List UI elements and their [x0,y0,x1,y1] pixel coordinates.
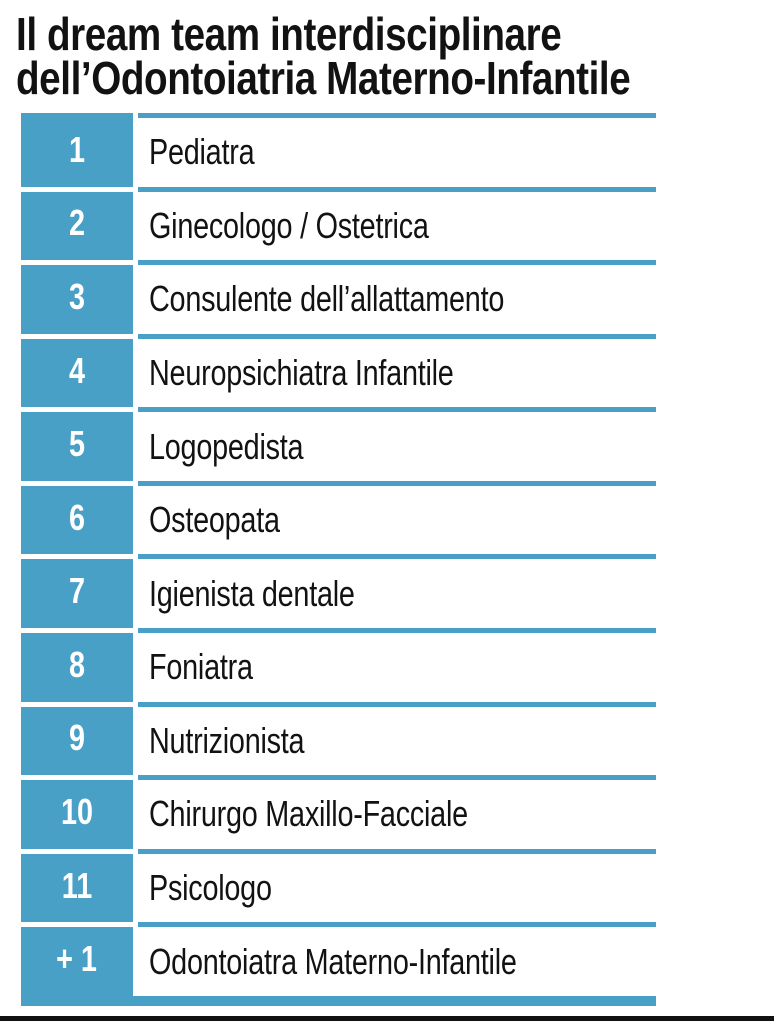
column-gap [133,554,138,629]
row-label: Foniatra [149,646,253,688]
row-number: 5 [68,423,86,465]
column-gap [133,260,138,334]
row-number: 3 [68,275,86,317]
page-title-line-1: Il dream team interdisciplinare [16,8,562,60]
row-label-cell: Osteopata [138,480,656,555]
table-row: 4 Neuropsichiatra Infantile [21,333,656,408]
row-number-cell: 7 [21,554,133,629]
row-number: 8 [68,643,86,685]
column-gap [133,848,138,923]
table-row: 10 Chirurgo Maxillo-Facciale [21,775,656,849]
table-bottom-bar [21,996,656,1006]
row-label: Nutrizionista [149,719,305,761]
column-gap [133,701,138,776]
page-bottom-rule [0,1016,774,1021]
table-row: 11 Psicologo [21,848,656,923]
page-title-line-2: dell’Odontoiatria Materno-Infantile [16,52,631,104]
column-gap [133,628,138,702]
table-row: 9 Nutrizionista [21,701,656,776]
column-gap [133,775,138,849]
row-number-cell: 6 [21,480,133,555]
table-row: 1 Pediatra [21,113,656,187]
row-label: Neuropsichiatra Infantile [149,352,454,394]
row-label-cell: Logopedista [138,407,656,481]
row-label: Logopedista [149,425,304,467]
row-label-cell: Psicologo [138,848,656,923]
row-number-cell: 11 [21,848,133,923]
table-row: 3 Consulente dell’allattamento [21,260,656,334]
table-row: 6 Osteopata [21,480,656,555]
row-label: Ginecologo / Ostetrica [149,204,429,246]
row-label-cell: Igienista dentale [138,554,656,628]
row-label: Pediatra [149,131,255,173]
row-number: 4 [68,349,86,391]
row-number: 6 [68,496,86,538]
row-label-cell: Neuropsichiatra Infantile [138,333,656,408]
table-row: 5 Logopedista [21,407,656,481]
row-label-cell: Nutrizionista [138,701,656,776]
row-number: 11 [61,864,93,906]
table-row: 7 Igienista dentale [21,554,656,629]
row-number-cell: 4 [21,333,133,408]
row-label-cell: Pediatra [138,113,656,187]
row-label-cell: Ginecologo / Ostetrica [138,186,656,261]
row-label: Odontoiatra Materno-Infantile [149,940,517,982]
row-number-cell: 3 [21,260,133,334]
row-label: Chirurgo Maxillo-Facciale [149,793,468,835]
row-number: 9 [68,717,86,759]
row-label: Igienista dentale [149,572,355,614]
row-number: 10 [60,790,94,832]
row-label-cell: Foniatra [138,628,656,702]
column-gap [133,407,138,481]
row-label-cell: Chirurgo Maxillo-Facciale [138,775,656,849]
row-number-cell: 10 [21,775,133,849]
column-gap [133,186,138,261]
column-gap [133,480,138,555]
team-table: 1 Pediatra 2 Ginecologo / Ostetrica 3 Co… [21,113,656,1006]
row-label-cell: Odontoiatra Materno-Infantile [138,922,656,996]
row-label-cell: Consulente dell’allattamento [138,260,656,334]
column-gap [133,333,138,408]
row-label: Consulente dell’allattamento [149,278,505,320]
row-number: 2 [68,202,86,244]
row-number-cell: 8 [21,628,133,702]
table-row: 2 Ginecologo / Ostetrica [21,186,656,261]
row-label: Psicologo [149,867,272,909]
page-title: Il dream team interdisciplinare dell’Odon… [16,11,631,101]
row-number-cell: 1 [21,113,133,187]
row-number-cell: 9 [21,701,133,776]
table-row: + 1 Odontoiatra Materno-Infantile [21,922,656,996]
row-number-cell: 2 [21,186,133,261]
row-label: Osteopata [149,499,280,541]
table-row: 8 Foniatra [21,628,656,702]
row-number-cell: 5 [21,407,133,481]
row-number: 7 [68,570,86,612]
row-number: + 1 [56,938,98,980]
column-gap [133,922,138,996]
row-number: 1 [68,128,86,170]
column-gap [133,113,138,187]
table-rows: 1 Pediatra 2 Ginecologo / Ostetrica 3 Co… [21,113,656,996]
row-number-cell: + 1 [21,922,133,996]
